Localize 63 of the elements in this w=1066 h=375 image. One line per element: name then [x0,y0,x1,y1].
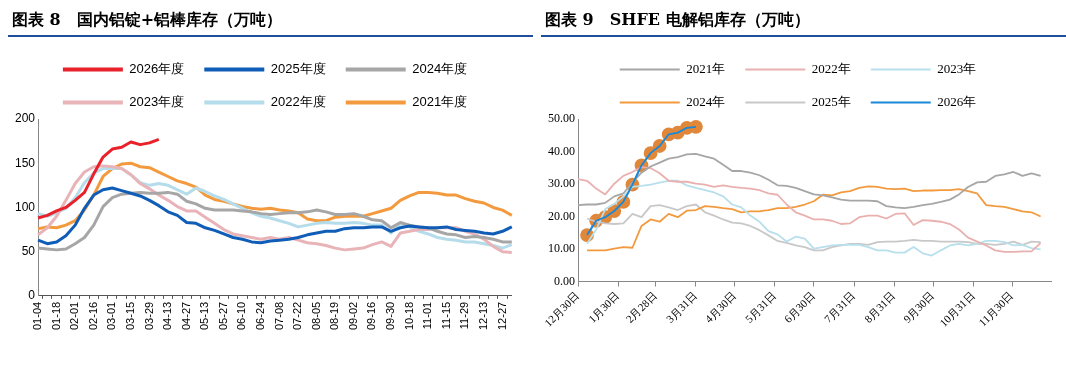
x-tick-label: 05-27 [216,301,229,331]
y-tick-label: 0 [28,288,36,303]
legend-label: 2021年 [686,60,726,76]
x-tick-label: 8月31日 [861,289,898,325]
x-tick-label: 02-16 [86,301,99,331]
legend-label: 2023年 [937,60,977,76]
legend-label: 2026年度 [129,61,185,77]
x-tick-label: 11-01 [421,301,434,330]
chart-title: 图表 9 SHFE 电解铝库存（万吨） [541,8,1066,37]
x-tick-label: 4月30日 [702,289,739,325]
y-tick-label: 50.00 [548,111,575,126]
y-tick-label: 50 [21,243,36,258]
x-tick-label: 7月31日 [821,289,858,325]
x-tick-label: 08-05 [309,301,322,331]
y-tick-label: 30.00 [548,176,575,191]
x-tick-label: 06-24 [254,301,267,331]
x-tick-label: 12-13 [476,301,489,331]
x-tick-label: 12月30日 [541,289,582,329]
x-tick-label: 2月28日 [623,289,660,325]
x-tick-label: 6月30日 [781,289,818,325]
y-tick-label: 200 [14,111,36,126]
x-tick-label: 01-04 [31,301,44,331]
x-tick-label: 08-19 [328,301,341,331]
x-tick-label: 03-29 [142,301,155,331]
x-tick-label: 04-13 [161,301,174,331]
legend-label: 2025年度 [270,61,326,77]
x-tick-label: 02-01 [68,301,81,331]
x-tick-label: 11-29 [458,301,471,330]
x-tick-label: 04-27 [179,301,192,331]
x-tick-label: 01-18 [49,301,62,331]
legend-label: 2024年 [686,93,726,109]
x-tick-label: 12-27 [495,301,508,331]
x-tick-label: 3月31日 [663,289,700,325]
x-tick-label: 5月31日 [742,289,779,325]
x-tick-label: 03-15 [123,301,136,331]
x-tick-label: 09-16 [365,301,378,331]
x-tick-label: 11-15 [439,301,452,330]
y-tick-label: 0.00 [554,273,575,288]
x-tick-label: 05-13 [198,301,211,331]
legend-label: 2024年度 [412,61,468,77]
y-tick-label: 10.00 [548,241,575,256]
legend-label: 2022年度 [270,94,326,110]
x-tick-label: 07-08 [272,301,285,331]
y-tick-label: 20.00 [548,208,575,223]
y-tick-label: 40.00 [548,143,575,158]
x-tick-label: 09-30 [384,301,397,331]
legend-label: 2021年度 [412,94,468,110]
chart-title: 图表 8 国内铝锭+铝棒库存（万吨） [8,8,533,37]
x-tick-label: 07-22 [291,301,304,331]
x-tick-label: 09-02 [346,301,359,331]
legend-label: 2026年 [937,93,977,109]
x-tick-label: 11月30日 [976,289,1016,329]
x-tick-label: 1月30日 [585,289,622,325]
y-tick-label: 100 [14,199,36,214]
legend-label: 2025年 [811,93,851,109]
x-tick-label: 10月31日 [937,289,977,329]
legend-label: 2022年 [811,60,851,76]
x-tick-label: 9月30日 [900,289,937,325]
legend-label: 2023年度 [129,94,185,110]
y-tick-label: 150 [14,155,36,170]
x-tick-label: 06-10 [235,301,248,331]
x-tick-label: 03-01 [105,301,118,331]
x-tick-label: 10-18 [402,301,415,331]
